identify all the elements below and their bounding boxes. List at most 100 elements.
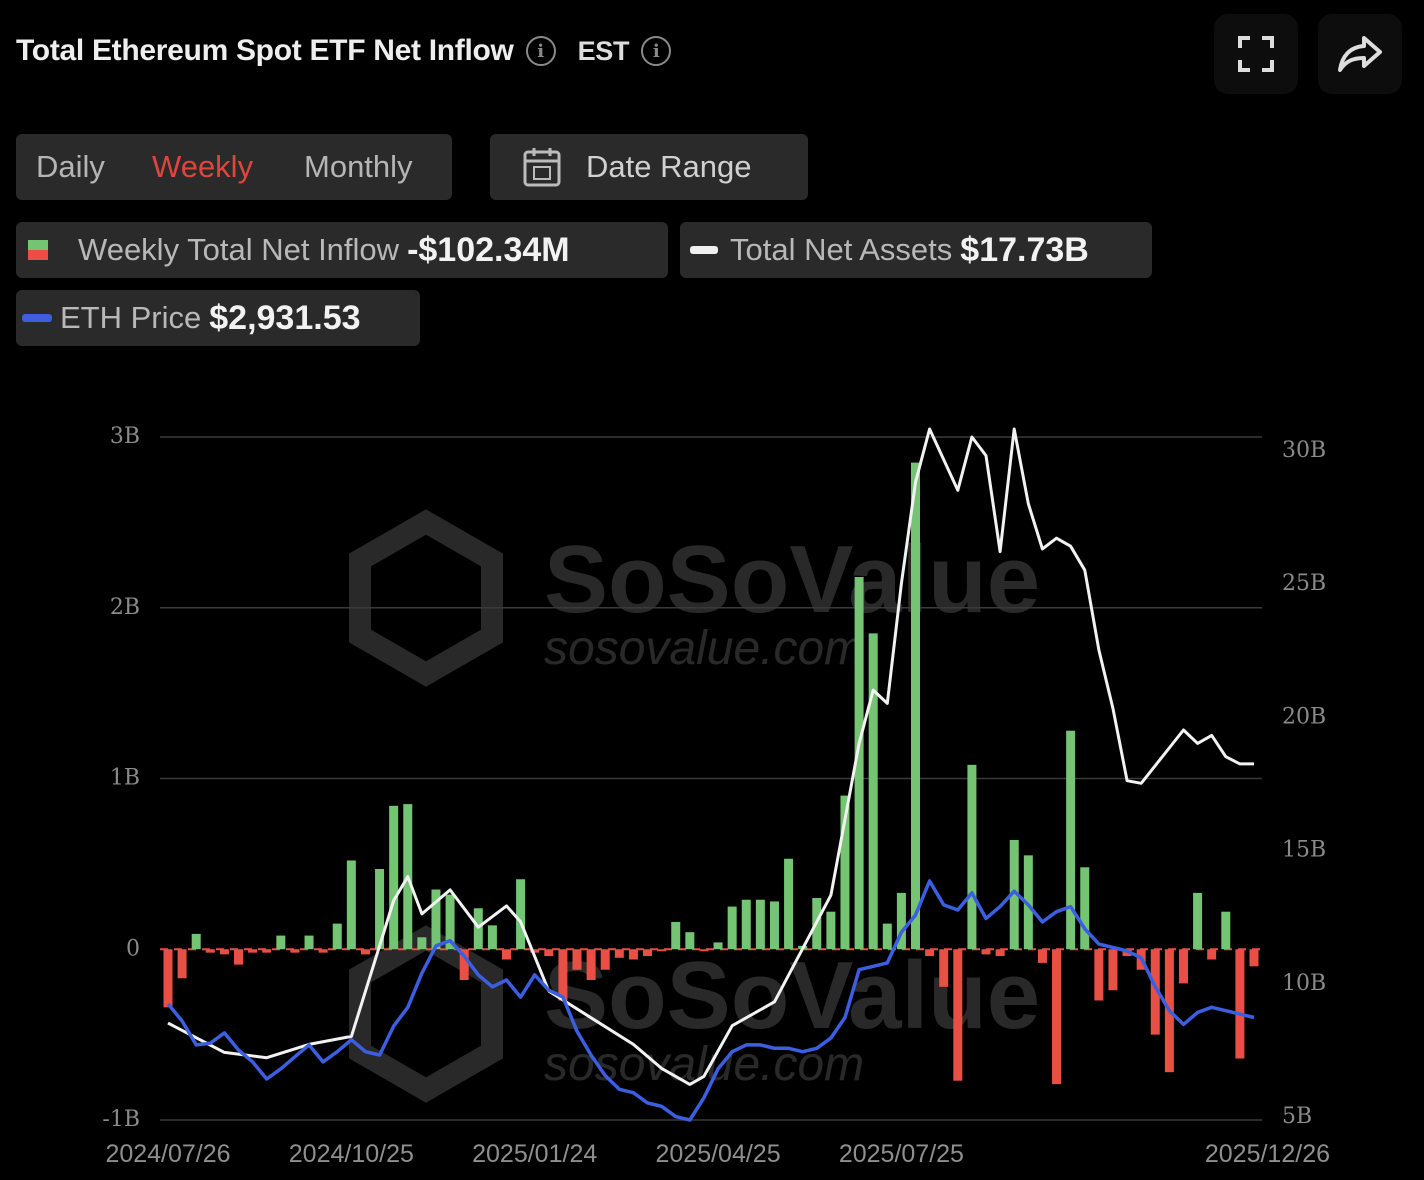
inflow-bar [657, 949, 667, 952]
share-icon [1338, 36, 1382, 72]
timezone-label[interactable]: EST [577, 35, 630, 66]
fullscreen-button[interactable] [1214, 14, 1298, 94]
inflow-bar [769, 901, 779, 950]
inflow-bar [1037, 949, 1047, 963]
y-tick-right: 10B [1282, 971, 1326, 996]
inflow-bar [741, 899, 751, 950]
legend-assets[interactable]: Total Net Assets $17.73B [680, 222, 1152, 278]
legend-inflow-value: -$102.34M [407, 230, 570, 269]
y-tick-right: 30B [1282, 438, 1326, 463]
inflow-bar [389, 805, 399, 950]
x-tick: 2024/07/26 [105, 1140, 230, 1168]
price-swatch [22, 314, 52, 322]
chart-title-text: Total Ethereum Spot ETF Net Inflow [16, 34, 514, 67]
legend-inflow-label: Weekly Total Net Inflow [78, 232, 400, 267]
inflow-bar [1178, 949, 1188, 984]
watermark-logo-icon [349, 509, 503, 1103]
inflow-bar [530, 949, 540, 953]
inflow-bar [911, 462, 921, 950]
inflow-bar [925, 949, 935, 957]
x-tick: 2025/01/24 [472, 1140, 597, 1168]
inflow-bar [1052, 949, 1062, 1085]
tab-weekly[interactable]: Weekly [152, 149, 254, 184]
legend-price-value: $2,931.53 [209, 298, 361, 337]
right-axis: 30B 25B 20B 15B 10B 5B [1282, 438, 1326, 1129]
inflow-bar [1221, 911, 1231, 950]
watermark-brand: SoSoValue [544, 526, 1040, 633]
inflow-bar [1023, 855, 1033, 950]
inflow-bar [459, 949, 469, 980]
inflow-bar [360, 949, 370, 955]
inflow-bar [826, 911, 836, 950]
inflow-bar [248, 949, 258, 953]
legend-price-label: ETH Price [60, 300, 202, 335]
inflow-bar [1080, 867, 1090, 950]
info-icon[interactable]: i [525, 36, 556, 66]
y-tick-left: 2B [110, 595, 140, 620]
y-tick-left: -1B [102, 1107, 140, 1132]
watermark-url: sosovalue.com [544, 622, 864, 675]
x-tick: 2025/04/25 [655, 1140, 780, 1168]
inflow-bar [699, 949, 709, 952]
y-tick-left: 3B [110, 424, 140, 449]
inflow-bar [234, 949, 244, 965]
inflow-bar [318, 949, 328, 953]
inflow-bar [755, 899, 765, 950]
inflow-bar [882, 923, 892, 950]
inflow-bar [953, 949, 963, 1081]
date-range-button[interactable]: Date Range [490, 134, 808, 200]
inflow-bar [417, 937, 427, 950]
inflow-bar [1108, 949, 1118, 991]
y-tick-right: 20B [1282, 704, 1326, 729]
tab-monthly[interactable]: Monthly [304, 149, 413, 184]
inflow-bar [177, 949, 187, 979]
inflow-bar [1066, 730, 1076, 950]
x-axis: 2024/07/26 2024/10/25 2025/01/24 2025/04/25… [105, 1140, 1330, 1168]
inflow-bar [854, 577, 864, 950]
inflow-bar [1193, 892, 1203, 950]
left-axis: 3B 2B 1B 0 -1B [102, 424, 140, 1132]
assets-swatch [690, 246, 718, 254]
inflow-bar [276, 935, 286, 950]
inflow-bar [262, 949, 272, 953]
fullscreen-icon [1238, 36, 1274, 72]
inflow-bar [544, 949, 554, 957]
inflow-bar [501, 949, 511, 960]
inflow-bar [981, 949, 991, 955]
eth-price-line [166, 879, 1255, 1122]
inflow-bar [572, 949, 582, 970]
inflow-bar [643, 949, 653, 957]
legend-price[interactable]: ETH Price $2,931.53 [16, 290, 420, 346]
inflow-bar [939, 949, 949, 987]
info-icon[interactable]: i [641, 36, 672, 66]
x-tick: 2025/07/25 [839, 1140, 964, 1168]
inflow-bar [163, 949, 173, 1008]
inflow-bar [784, 858, 794, 950]
inflow-bar [290, 949, 300, 953]
legend-inflow[interactable]: Weekly Total Net Inflow -$102.34M [16, 222, 668, 278]
inflow-bar [473, 908, 483, 950]
tab-daily[interactable]: Daily [36, 149, 105, 184]
inflow-bar [586, 949, 596, 980]
inflow-bar [685, 932, 695, 950]
period-selector: Daily Weekly Monthly [16, 134, 452, 200]
inflow-bar [896, 892, 906, 950]
inflow-bar [713, 942, 723, 950]
inflow-bar [1150, 949, 1160, 1035]
inflow-bar [868, 633, 878, 950]
inflow-bar [1249, 949, 1259, 967]
inflow-bar [487, 925, 497, 950]
inflow-bar [445, 894, 455, 950]
legend-assets-value: $17.73B [960, 230, 1089, 269]
y-tick-right: 5B [1282, 1104, 1312, 1129]
inflow-bar [727, 906, 737, 950]
inflow-bar [995, 949, 1005, 957]
y-tick-left: 0 [126, 936, 140, 961]
share-button[interactable] [1318, 14, 1402, 94]
date-range-label: Date Range [586, 149, 752, 184]
y-tick-left: 1B [110, 766, 140, 791]
watermark: SoSoValue sosovalue.com SoSoValue sosova… [349, 509, 1040, 1103]
chart-lines [166, 427, 1255, 1122]
inflow-bar [628, 949, 638, 960]
